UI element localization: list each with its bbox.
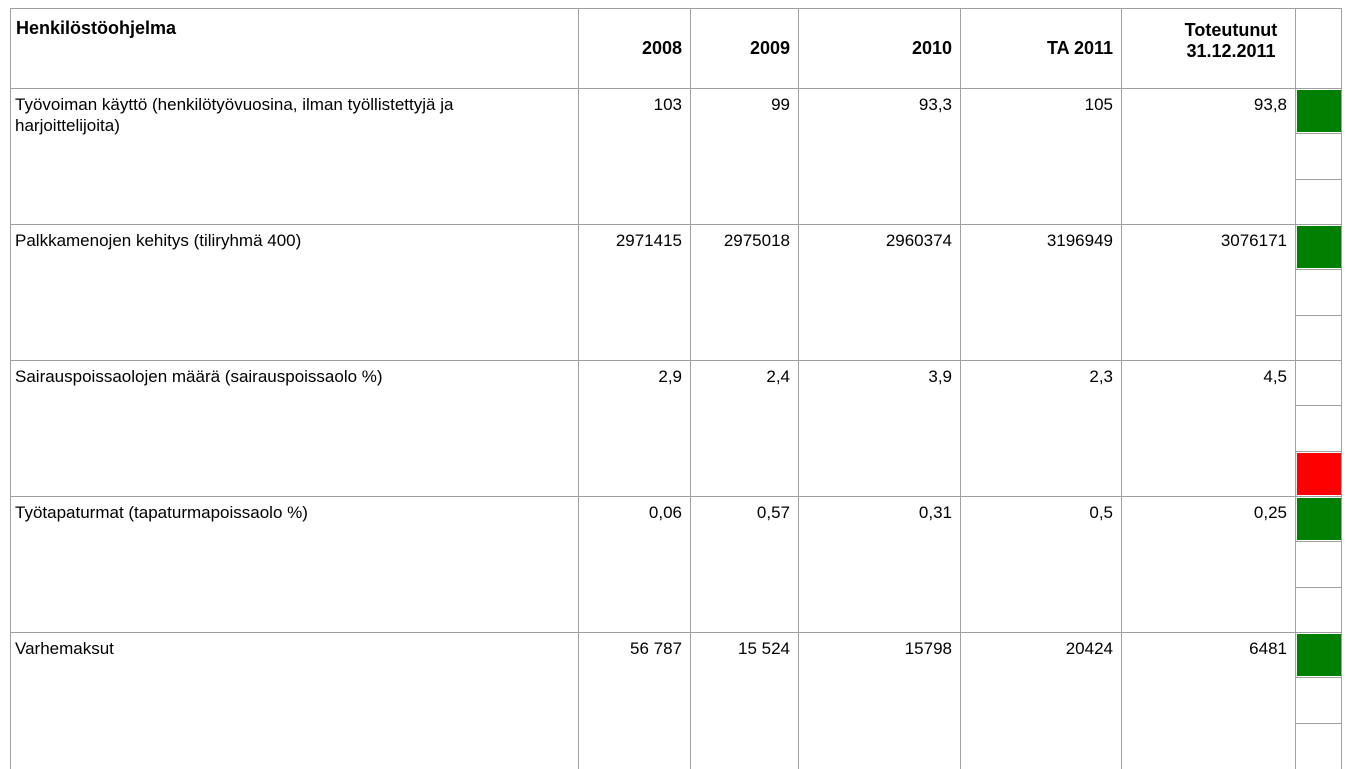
- row-label: Sairauspoissaolojen määrä (sairauspoissa…: [15, 367, 383, 386]
- value-cell: 56 787: [630, 639, 682, 658]
- row-label: Palkkamenojen kehitys (tiliryhmä 400): [15, 231, 302, 250]
- row-line: [10, 496, 1341, 497]
- row-line: [10, 632, 1341, 633]
- light-line: [1295, 586, 1341, 588]
- status-light: [1297, 90, 1341, 133]
- value-cell: 2971415: [615, 231, 682, 250]
- status-light: [1297, 316, 1341, 359]
- light-line: [1295, 450, 1341, 452]
- value-cell: 0,06: [648, 503, 682, 522]
- column-line: [798, 8, 799, 769]
- row-line: [10, 88, 1341, 89]
- column-line: [1121, 8, 1122, 769]
- value-cell: 20424: [1065, 639, 1113, 658]
- status-light: [1297, 679, 1341, 722]
- light-line: [1295, 314, 1341, 316]
- column-line: [1295, 8, 1296, 769]
- row-label: Työvoiman käyttö (henkilötyövuosina, ilm…: [15, 95, 454, 135]
- column-line: [1341, 8, 1342, 769]
- value-cell: 15798: [904, 639, 952, 658]
- header-cell: 2008: [641, 38, 682, 58]
- light-line: [1295, 405, 1341, 407]
- light-line: [1295, 677, 1341, 679]
- value-cell: 15 524: [738, 639, 790, 658]
- row-line: [10, 224, 1341, 225]
- value-cell: 99: [771, 95, 790, 114]
- column-line: [960, 8, 961, 769]
- row-label: Työtapaturmat (tapaturmapoissaolo %): [15, 503, 308, 522]
- value-cell: 2,3: [1089, 367, 1113, 386]
- status-light: [1297, 588, 1341, 631]
- header-cell: Toteutunut 31.12.2011: [1184, 20, 1278, 61]
- row-line: [10, 360, 1341, 361]
- status-light: [1297, 226, 1341, 269]
- light-line: [1295, 722, 1341, 724]
- value-cell: 4,5: [1263, 367, 1287, 386]
- value-cell: 93,8: [1253, 95, 1287, 114]
- header-cell: TA 2011: [1046, 38, 1113, 58]
- status-light: [1297, 543, 1341, 586]
- value-cell: 2,9: [658, 367, 682, 386]
- column-line: [578, 8, 579, 769]
- value-cell: 105: [1084, 95, 1113, 114]
- value-cell: 3076171: [1220, 231, 1287, 250]
- status-light: [1297, 407, 1341, 450]
- row-line: [10, 8, 1341, 9]
- value-cell: 3196949: [1046, 231, 1113, 250]
- row-label: Varhemaksut: [15, 639, 114, 658]
- status-light: [1297, 180, 1341, 223]
- status-light: [1297, 271, 1341, 314]
- light-line: [1295, 541, 1341, 543]
- status-light: [1297, 724, 1341, 767]
- value-cell: 93,3: [918, 95, 952, 114]
- value-cell: 103: [653, 95, 682, 114]
- value-cell: 0,5: [1089, 503, 1113, 522]
- value-cell: 0,57: [756, 503, 790, 522]
- column-line: [690, 8, 691, 769]
- value-cell: 2975018: [723, 231, 790, 250]
- light-line: [1295, 133, 1341, 135]
- value-cell: 2,4: [766, 367, 790, 386]
- status-light: [1297, 452, 1341, 495]
- header-cell: 2009: [749, 38, 790, 58]
- value-cell: 0,31: [918, 503, 952, 522]
- value-cell: 6481: [1249, 639, 1287, 658]
- status-light: [1297, 498, 1341, 541]
- value-cell: 2960374: [885, 231, 952, 250]
- value-cell: 0,25: [1253, 503, 1287, 522]
- light-line: [1295, 269, 1341, 271]
- light-line: [1295, 178, 1341, 180]
- value-cell: 3,9: [928, 367, 952, 386]
- header-cell: 2010: [911, 38, 952, 58]
- header-cell: Henkilöstöohjelma: [16, 18, 177, 38]
- status-light: [1297, 634, 1341, 677]
- column-line: [10, 8, 11, 769]
- status-light: [1297, 362, 1341, 405]
- status-light: [1297, 135, 1341, 178]
